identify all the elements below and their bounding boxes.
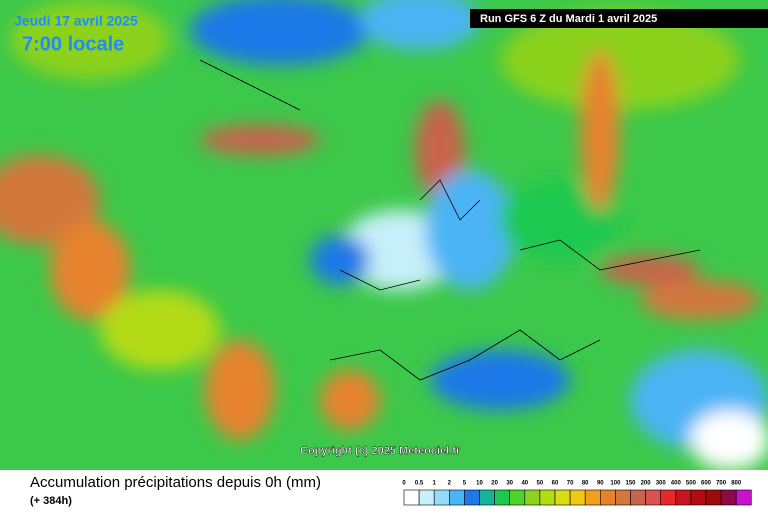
legend-label: 400 [671, 481, 682, 487]
legend-swatch [509, 489, 526, 506]
legend-swatch [464, 489, 480, 506]
legend-label: 30 [506, 481, 513, 487]
legend-label: 0 [402, 481, 406, 487]
legend-swatch [479, 489, 495, 506]
legend-swatch [675, 489, 692, 506]
legend-label: 90 [597, 481, 604, 487]
legend-swatch [433, 489, 450, 506]
legend-swatch [660, 489, 677, 506]
legend-label: 10 [476, 481, 483, 487]
legend-swatch [418, 489, 435, 506]
footer-subtitle: (+ 384h) [30, 495, 72, 507]
legend-swatch [494, 489, 511, 506]
legend-swatch [569, 489, 586, 506]
legend-swatch [645, 489, 661, 506]
legend-label: 700 [716, 481, 727, 487]
map [0, 0, 768, 470]
legend-swatch [720, 489, 737, 506]
legend-swatch [615, 489, 631, 506]
footer-title: Accumulation précipitations depuis 0h (m… [30, 474, 321, 491]
legend-swatch [448, 489, 465, 506]
legend-label: 40 [521, 481, 528, 487]
legend-label: 60 [552, 481, 559, 487]
legend-swatch [539, 489, 556, 506]
legend-label: 70 [567, 481, 574, 487]
forecast-time: 7:00 locale [22, 33, 124, 55]
legend-swatch [690, 489, 707, 506]
legend-swatch [599, 489, 616, 506]
legend-swatch [554, 489, 571, 506]
legend-label: 800 [731, 481, 742, 487]
run-label: Run GFS 6 Z du Mardi 1 avril 2025 [480, 13, 657, 25]
legend-label: 200 [641, 481, 652, 487]
copyright: Copyright (c) 2025 Meteociel.fr [300, 445, 461, 457]
legend-label: 300 [656, 481, 667, 487]
legend-label: 5 [463, 481, 467, 487]
legend-label: 50 [537, 481, 544, 487]
run-box [470, 9, 768, 28]
forecast-date: Jeudi 17 avril 2025 [14, 13, 138, 29]
legend-label: 2 [448, 481, 452, 487]
legend-swatch [630, 489, 646, 506]
legend-label: 600 [701, 481, 712, 487]
legend-swatch [705, 489, 722, 506]
legend-label: 0.5 [415, 481, 424, 487]
legend-label: 1 [433, 481, 437, 487]
legend-swatch [524, 489, 541, 506]
legend-label: 100 [610, 481, 621, 487]
legend: 0 0.5 1 2 5 10 20 30 40 50 60 70 80 90 100 150 200 300 400… [402, 481, 752, 506]
legend-label: 80 [582, 481, 589, 487]
legend-label: 500 [686, 481, 697, 487]
legend-label: 150 [625, 481, 636, 487]
legend-label: 20 [491, 481, 498, 487]
legend-swatch [735, 489, 752, 506]
legend-swatch [403, 489, 420, 506]
legend-swatch [584, 489, 601, 506]
